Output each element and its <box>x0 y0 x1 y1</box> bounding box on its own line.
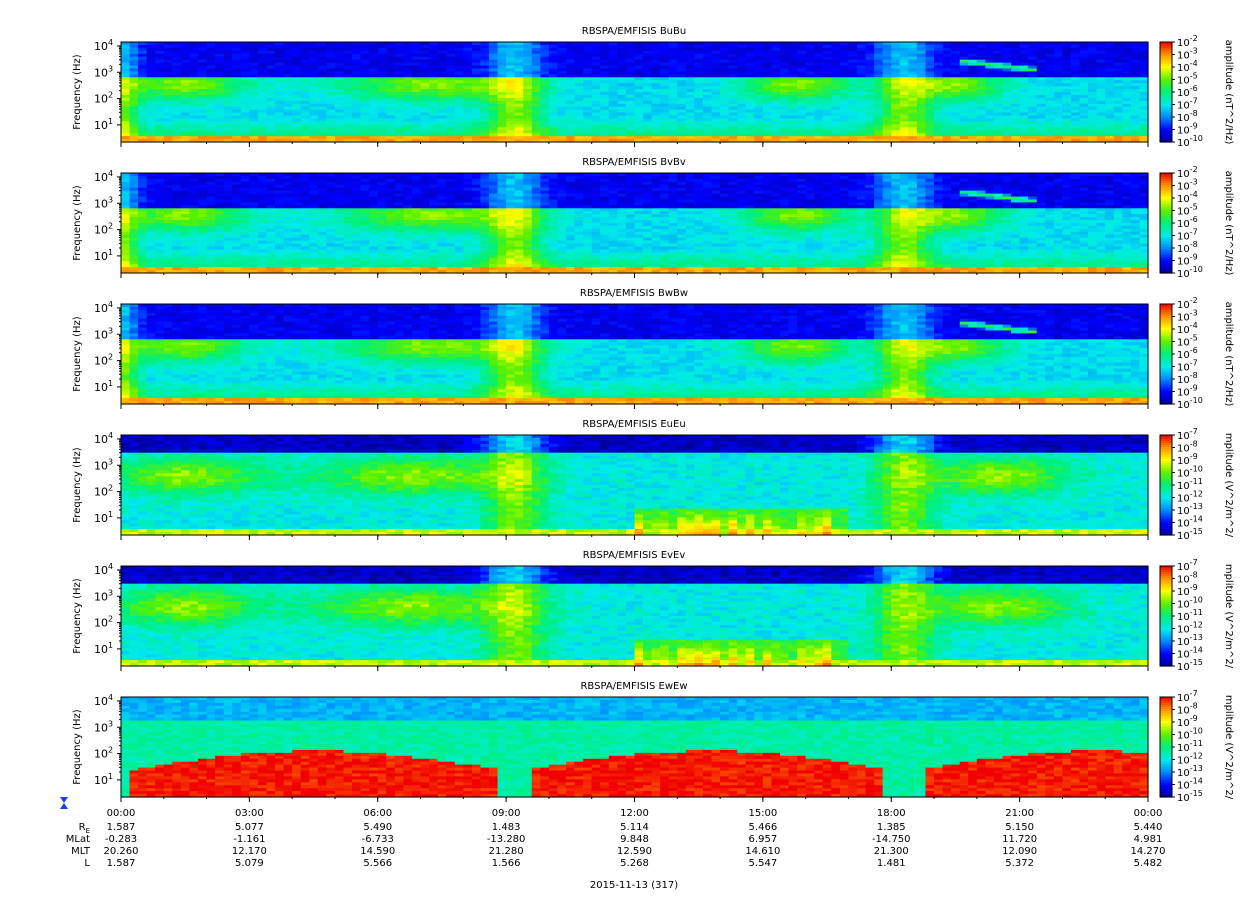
colorbar: 10-210-310-410-510-610-710-810-910-10 amp… <box>1160 34 1234 149</box>
panel-title: RBSPA/EMFISIS BuBu <box>582 26 686 37</box>
colorbar-label: amplitude (nT^2/Hz) <box>1223 40 1234 145</box>
panel-2: RBSPA/EMFISIS BvBv101102103104Frequency … <box>72 157 1234 280</box>
y-axis-label: Frequency (Hz) <box>72 54 83 130</box>
panel-1: RBSPA/EMFISIS BuBu 101 102 103 104 Frequency … <box>72 26 1234 149</box>
y-tick-label: 101 <box>94 117 113 132</box>
y-tick-label: 103 <box>94 64 113 79</box>
y-tick-label: 102 <box>94 91 113 106</box>
y-tick-label: 104 <box>94 38 113 53</box>
spectrogram-image <box>121 42 1149 143</box>
panel-title: RBSPA/EMFISIS BvBv <box>582 157 686 168</box>
spectrogram-image <box>121 173 1149 274</box>
date-label: 2015-11-13 (317) <box>590 880 678 891</box>
